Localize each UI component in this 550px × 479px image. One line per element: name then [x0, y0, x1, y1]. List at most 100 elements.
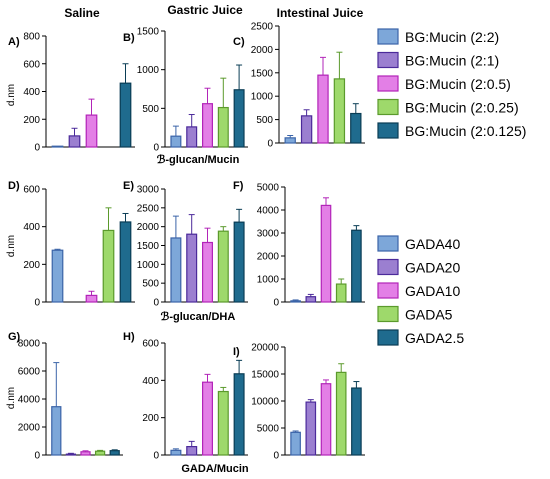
bar: [305, 296, 317, 303]
y-tick-label: 0: [273, 298, 279, 309]
y-tick-label: 600: [23, 185, 40, 196]
bar: [85, 114, 98, 148]
legend-label: GADA20: [405, 260, 460, 276]
y-tick-label: 400: [23, 222, 40, 233]
bar: [217, 390, 229, 456]
y-tick-label: 200: [23, 260, 40, 271]
bar: [233, 89, 245, 148]
bar: [109, 450, 120, 456]
y-tick-label: 0: [34, 298, 40, 309]
bar: [300, 115, 313, 144]
panels: A) d.nm 0 200 400 600 800 B) 0 500 1000 1500 C) 0 500 1…: [6, 22, 365, 462]
legend-swatch: [377, 75, 399, 92]
bar: [202, 241, 213, 303]
legend-swatch: [377, 235, 399, 252]
bar: [290, 431, 301, 456]
bar: [85, 294, 98, 303]
y-tick-label: 1000: [137, 260, 160, 271]
y-tick-label: 0: [34, 143, 40, 154]
panel-label: F): [233, 180, 244, 192]
y-tick-label: 1500: [251, 68, 274, 79]
bar: [320, 383, 332, 456]
bar: [317, 74, 329, 144]
bar: [290, 300, 301, 303]
bar: [284, 137, 296, 144]
bar: [335, 283, 347, 303]
y-tick-label: 0: [273, 451, 279, 462]
bar: [351, 229, 362, 303]
panel-5: F) 0 1000 2000 3000 4000 5000: [233, 180, 365, 309]
y-tick-label: 200: [23, 115, 40, 126]
panel-1: B) 0 500 1000 1500: [123, 27, 248, 154]
y-tick-label: 200: [142, 413, 159, 424]
y-tick-label: 2500: [251, 22, 274, 33]
bar: [119, 221, 132, 303]
y-tick-label: 1000: [257, 275, 280, 286]
y-tick-label: 0: [153, 298, 159, 309]
bar: [351, 387, 362, 456]
panel-label: I): [233, 346, 240, 358]
bar: [320, 204, 332, 303]
legend-swatch: [377, 258, 399, 276]
bar: [51, 406, 62, 456]
bar: [186, 126, 198, 148]
y-tick-label: 15000: [251, 370, 279, 381]
y-tick-label: 1500: [137, 27, 160, 38]
panel-7: H) 0 200 400 600: [123, 331, 248, 462]
y-tick-label: 1000: [251, 92, 274, 103]
bar: [186, 233, 198, 303]
legend-gada: GADA40 GADA20 GADA10 GADA5 GADA2.5: [377, 235, 464, 346]
legend-label: BG:Mucin (2:1): [405, 53, 499, 69]
bar: [333, 78, 346, 144]
column-title-gastric: Gastric Juice: [167, 3, 243, 17]
legend-label: BG:Mucin (2:2): [405, 29, 499, 45]
bar: [305, 401, 317, 456]
y-tick-label: 0: [34, 451, 40, 462]
y-tick-label: 0: [153, 451, 159, 462]
bar: [202, 381, 213, 456]
row-xlabel-1: ℬ-glucan/Mucin: [157, 154, 240, 166]
y-tick-label: 8000: [18, 339, 41, 350]
panel-2: C) 0 500 1000 1500 2000 2500: [233, 22, 365, 150]
y-tick-label: 2000: [18, 423, 41, 434]
legend-swatch: [377, 329, 399, 346]
panel-label: A): [8, 36, 20, 48]
bar: [233, 221, 245, 303]
y-axis-label: d.nm: [6, 235, 17, 257]
y-tick-label: 4000: [257, 206, 280, 217]
row-xlabel-2: ℬ-glucan/DHA: [161, 311, 236, 323]
panel-3: D) d.nm 0 200 400 600: [6, 180, 135, 309]
bar: [68, 135, 81, 148]
y-tick-label: 3000: [137, 185, 160, 196]
y-tick-label: 800: [23, 32, 40, 43]
y-tick-label: 10000: [251, 397, 279, 408]
row-xlabel-3: GADA/Mucin: [181, 463, 249, 475]
bar: [102, 229, 115, 303]
y-tick-label: 1500: [137, 241, 160, 252]
panel-6: G) d.nm 0 2000 4000 6000 8000: [6, 331, 123, 462]
y-tick-label: 3000: [257, 229, 280, 240]
y-tick-label: 500: [142, 104, 159, 115]
bar: [217, 230, 229, 303]
panel-4: E) 0 500 1000 1500 2000 2500 3000: [123, 180, 248, 309]
legend-label: GADA5: [405, 307, 453, 323]
bar: [350, 112, 362, 144]
y-axis-label: d.nm: [6, 387, 17, 409]
y-tick-label: 500: [142, 279, 159, 290]
bar: [186, 446, 198, 456]
bar: [119, 82, 132, 148]
y-tick-label: 5000: [257, 183, 280, 194]
y-tick-label: 6000: [18, 367, 41, 378]
y-tick-label: 400: [142, 376, 159, 387]
legend-swatch: [377, 122, 399, 139]
column-title-saline: Saline: [64, 6, 100, 20]
y-tick-label: 20000: [251, 343, 279, 354]
y-tick-label: 2000: [257, 252, 280, 263]
y-tick-label: 500: [256, 115, 273, 126]
y-tick-label: 600: [142, 339, 159, 350]
legend-mucin: BG:Mucin (2:2) BG:Mucin (2:1) BG:Mucin (2:…: [377, 28, 526, 139]
bar: [202, 103, 213, 148]
bar: [170, 237, 182, 303]
bar: [233, 373, 245, 456]
